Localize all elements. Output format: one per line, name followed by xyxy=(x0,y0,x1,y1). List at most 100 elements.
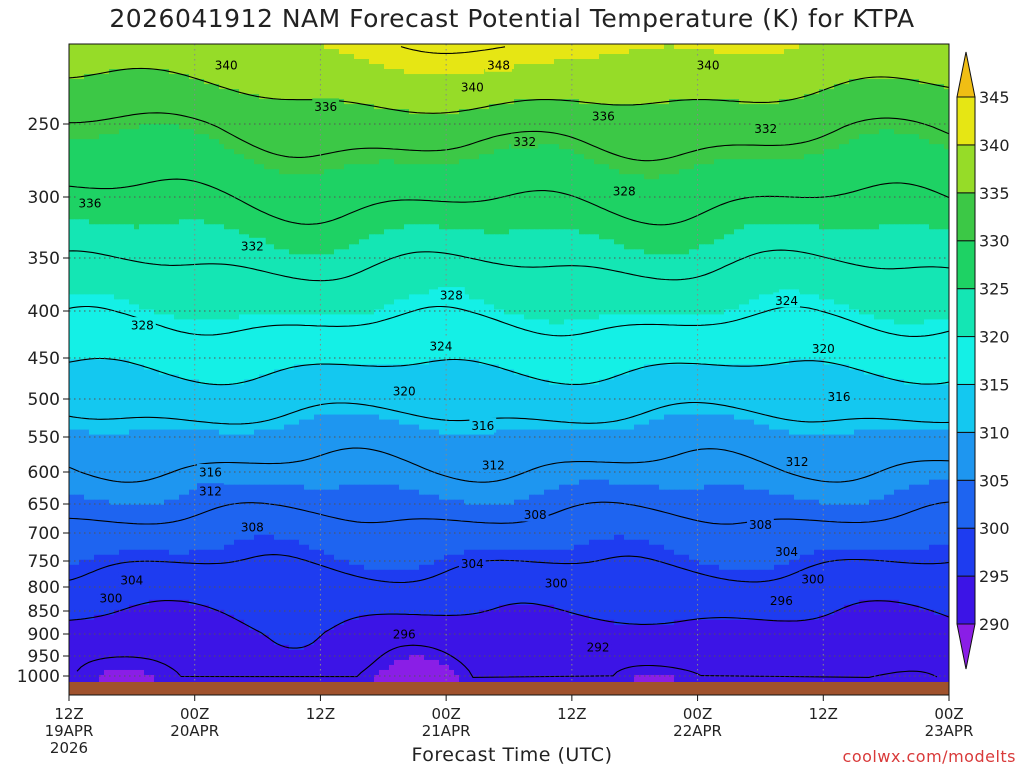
field-cell xyxy=(294,99,300,105)
field-cell xyxy=(194,89,200,95)
field-cell xyxy=(99,89,105,95)
field-cell xyxy=(84,179,90,185)
field-cell xyxy=(189,149,195,155)
field-cell xyxy=(754,134,760,140)
field-cell xyxy=(334,69,340,75)
field-cell xyxy=(704,44,710,50)
field-cell xyxy=(889,44,895,50)
field-cell xyxy=(284,64,290,70)
field-cell xyxy=(79,154,85,160)
field-cell xyxy=(114,89,120,95)
field-cell xyxy=(314,124,320,130)
field-cell xyxy=(829,99,835,105)
field-cell xyxy=(259,54,265,60)
field-cell xyxy=(869,164,875,170)
field-cell xyxy=(599,49,605,55)
field-cell xyxy=(74,59,80,65)
field-cell xyxy=(724,104,730,110)
field-cell xyxy=(189,179,195,185)
field-cell xyxy=(334,119,340,125)
field-cell xyxy=(309,49,315,55)
field-cell xyxy=(74,159,80,165)
field-cell xyxy=(89,134,95,140)
field-cell xyxy=(214,89,220,95)
field-cell xyxy=(819,159,825,165)
field-cell xyxy=(594,159,600,165)
field-cell xyxy=(779,64,785,70)
field-cell xyxy=(649,164,655,170)
field-cell xyxy=(774,89,780,95)
field-cell xyxy=(469,154,475,160)
field-cell xyxy=(399,179,405,185)
field-cell xyxy=(384,49,390,55)
field-cell xyxy=(699,139,705,145)
field-cell xyxy=(309,119,315,125)
field-cell xyxy=(804,99,810,105)
field-cell xyxy=(604,174,610,180)
field-cell xyxy=(634,64,640,70)
field-cell xyxy=(739,59,745,65)
field-cell xyxy=(489,129,495,135)
field-cell xyxy=(149,99,155,105)
field-cell xyxy=(354,89,360,95)
field-cell xyxy=(114,74,120,80)
field-cell xyxy=(579,119,585,125)
field-cell xyxy=(74,49,80,55)
field-cell xyxy=(444,104,450,110)
field-cell xyxy=(549,149,555,155)
field-cell xyxy=(564,144,570,150)
field-cell xyxy=(559,144,565,150)
field-cell xyxy=(549,134,555,140)
field-cell xyxy=(424,89,430,95)
field-cell xyxy=(749,154,755,160)
field-cell xyxy=(614,114,620,120)
field-cell xyxy=(644,44,650,50)
field-cell xyxy=(849,84,855,90)
field-cell xyxy=(389,64,395,70)
field-cell xyxy=(619,64,625,70)
field-cell xyxy=(379,179,385,185)
field-cell xyxy=(729,94,735,100)
field-cell xyxy=(514,79,520,85)
field-cell xyxy=(789,124,795,130)
field-cell xyxy=(374,99,380,105)
field-cell xyxy=(124,114,130,120)
field-cell xyxy=(189,99,195,105)
field-cell xyxy=(739,64,745,70)
field-cell xyxy=(339,54,345,60)
field-cell xyxy=(489,154,495,160)
field-cell xyxy=(579,164,585,170)
field-cell xyxy=(349,134,355,140)
field-cell xyxy=(679,139,685,145)
field-cell xyxy=(849,109,855,115)
field-cell xyxy=(214,134,220,140)
field-cell xyxy=(659,149,665,155)
field-cell xyxy=(219,154,225,160)
field-cell xyxy=(204,124,210,130)
field-cell xyxy=(559,44,565,50)
field-cell xyxy=(584,134,590,140)
field-cell xyxy=(344,59,350,65)
field-cell xyxy=(719,69,725,75)
field-cell xyxy=(589,59,595,65)
field-cell xyxy=(279,184,285,190)
field-cell xyxy=(774,174,780,180)
field-cell xyxy=(169,49,175,55)
field-cell xyxy=(474,164,480,170)
field-cell xyxy=(304,64,310,70)
field-cell xyxy=(219,109,225,115)
field-cell xyxy=(694,99,700,105)
field-cell xyxy=(359,174,365,180)
field-cell xyxy=(404,69,410,75)
field-cell xyxy=(494,169,500,175)
field-cell xyxy=(479,124,485,130)
field-cell xyxy=(364,104,370,110)
field-cell xyxy=(904,114,910,120)
field-cell xyxy=(519,49,525,55)
field-cell xyxy=(459,164,465,170)
field-cell xyxy=(689,119,695,125)
field-cell xyxy=(664,134,670,140)
field-cell xyxy=(79,164,85,170)
field-cell xyxy=(279,49,285,55)
field-cell xyxy=(479,54,485,60)
